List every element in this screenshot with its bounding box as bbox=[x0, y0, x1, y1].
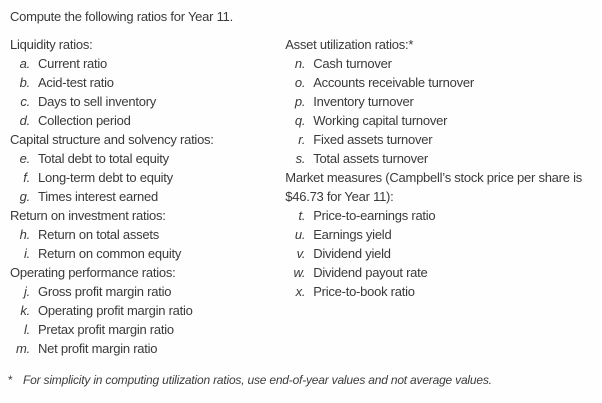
ratio-item: t. Price-to-earnings ratio bbox=[285, 206, 592, 225]
item-letter: c. bbox=[20, 94, 30, 109]
item-letter: m. bbox=[16, 341, 30, 356]
item-label: Total debt to total equity bbox=[38, 151, 169, 166]
item-label: Net profit margin ratio bbox=[38, 341, 158, 356]
ratio-item: k. Operating profit margin ratio bbox=[10, 301, 285, 320]
ratio-item: b. Acid-test ratio bbox=[10, 73, 285, 92]
ratio-item: r. Fixed assets turnover bbox=[285, 130, 592, 149]
item-letter: f. bbox=[23, 170, 30, 185]
item-label: Long-term debt to equity bbox=[38, 170, 173, 185]
ratio-columns: Liquidity ratios: a. Current ratio b. Acid-t… bbox=[10, 35, 592, 358]
section-heading: Asset utilization ratios:* bbox=[285, 37, 414, 52]
item-letter: n. bbox=[294, 56, 306, 71]
item-label: Return on total assets bbox=[38, 227, 159, 242]
item-label: Current ratio bbox=[38, 56, 107, 71]
item-label: Inventory turnover bbox=[313, 94, 414, 109]
item-label: Total assets turnover bbox=[313, 151, 428, 166]
ratio-item: q. Working capital turnover bbox=[285, 111, 592, 130]
ratio-item: h. Return on total assets bbox=[10, 225, 285, 244]
item-label: Dividend payout rate bbox=[313, 265, 428, 280]
footnote: * For simplicity in computing utilizatio… bbox=[8, 371, 492, 390]
ratio-item: o. Accounts receivable turnover bbox=[285, 73, 592, 92]
item-letter: r. bbox=[298, 132, 306, 147]
ratio-item: v. Dividend yield bbox=[285, 244, 592, 263]
ratio-item: g. Times interest earned bbox=[10, 187, 285, 206]
item-label: Fixed assets turnover bbox=[313, 132, 433, 147]
item-label: Working capital turnover bbox=[313, 113, 448, 128]
ratio-item: d. Collection period bbox=[10, 111, 285, 130]
item-letter: w. bbox=[293, 265, 306, 280]
section-heading: Return on investment ratios: bbox=[10, 208, 166, 223]
ratio-item: x. Price-to-book ratio bbox=[285, 282, 592, 301]
item-letter: u. bbox=[294, 227, 306, 242]
item-letter: l. bbox=[24, 322, 30, 337]
item-label: Days to sell inventory bbox=[38, 94, 157, 109]
item-letter: v. bbox=[296, 246, 306, 261]
ratio-item: s. Total assets turnover bbox=[285, 149, 592, 168]
item-letter: q. bbox=[294, 113, 306, 128]
ratio-item: l. Pretax profit margin ratio bbox=[10, 320, 285, 339]
ratio-item: u. Earnings yield bbox=[285, 225, 592, 244]
ratio-item: n. Cash turnover bbox=[285, 54, 592, 73]
item-label: Operating profit margin ratio bbox=[38, 303, 193, 318]
item-label: Dividend yield bbox=[313, 246, 391, 261]
item-letter: d. bbox=[19, 113, 31, 128]
item-label: Price-to-earnings ratio bbox=[313, 208, 436, 223]
item-letter: t. bbox=[298, 208, 306, 223]
ratio-item: f. Long-term debt to equity bbox=[10, 168, 285, 187]
ratio-item: j. Gross profit margin ratio bbox=[10, 282, 285, 301]
intro-text: Compute the following ratios for Year 11… bbox=[10, 9, 233, 24]
item-letter: b. bbox=[19, 75, 31, 90]
item-letter: p. bbox=[294, 94, 306, 109]
item-letter: a. bbox=[19, 56, 31, 71]
item-label: Acid-test ratio bbox=[38, 75, 114, 90]
item-letter: h. bbox=[19, 227, 31, 242]
item-label: Accounts receivable turnover bbox=[313, 75, 474, 90]
section-heading: Operating performance ratios: bbox=[10, 265, 176, 280]
item-label: Return on common equity bbox=[38, 246, 182, 261]
item-letter: o. bbox=[294, 75, 306, 90]
footnote-marker: * bbox=[8, 373, 13, 387]
item-letter: j. bbox=[24, 284, 30, 299]
ratio-item: c. Days to sell inventory bbox=[10, 92, 285, 111]
item-label: Pretax profit margin ratio bbox=[38, 322, 174, 337]
section-heading: Market measures (Campbell’s stock price … bbox=[285, 170, 582, 204]
item-letter: k. bbox=[20, 303, 30, 318]
footnote-text: For simplicity in computing utilization … bbox=[23, 373, 492, 387]
column-left: Liquidity ratios: a. Current ratio b. Acid-t… bbox=[10, 35, 285, 358]
section-heading: Capital structure and solvency ratios: bbox=[10, 132, 214, 147]
ratio-item: i. Return on common equity bbox=[10, 244, 285, 263]
item-label: Gross profit margin ratio bbox=[38, 284, 172, 299]
item-label: Cash turnover bbox=[313, 56, 392, 71]
item-label: Earnings yield bbox=[313, 227, 392, 242]
item-letter: s. bbox=[295, 151, 306, 166]
ratio-item: p. Inventory turnover bbox=[285, 92, 592, 111]
column-right: Asset utilization ratios:* n. Cash turnove… bbox=[285, 35, 592, 301]
item-letter: g. bbox=[19, 189, 31, 204]
ratio-item: m. Net profit margin ratio bbox=[10, 339, 285, 358]
item-letter: i. bbox=[24, 246, 30, 261]
ratio-item: w. Dividend payout rate bbox=[285, 263, 592, 282]
ratio-item: a. Current ratio bbox=[10, 54, 285, 73]
ratio-item: e. Total debt to total equity bbox=[10, 149, 285, 168]
item-letter: x. bbox=[295, 284, 306, 299]
item-label: Price-to-book ratio bbox=[313, 284, 415, 299]
section-heading: Liquidity ratios: bbox=[10, 37, 93, 52]
item-label: Times interest earned bbox=[38, 189, 158, 204]
item-label: Collection period bbox=[38, 113, 131, 128]
item-letter: e. bbox=[19, 151, 31, 166]
